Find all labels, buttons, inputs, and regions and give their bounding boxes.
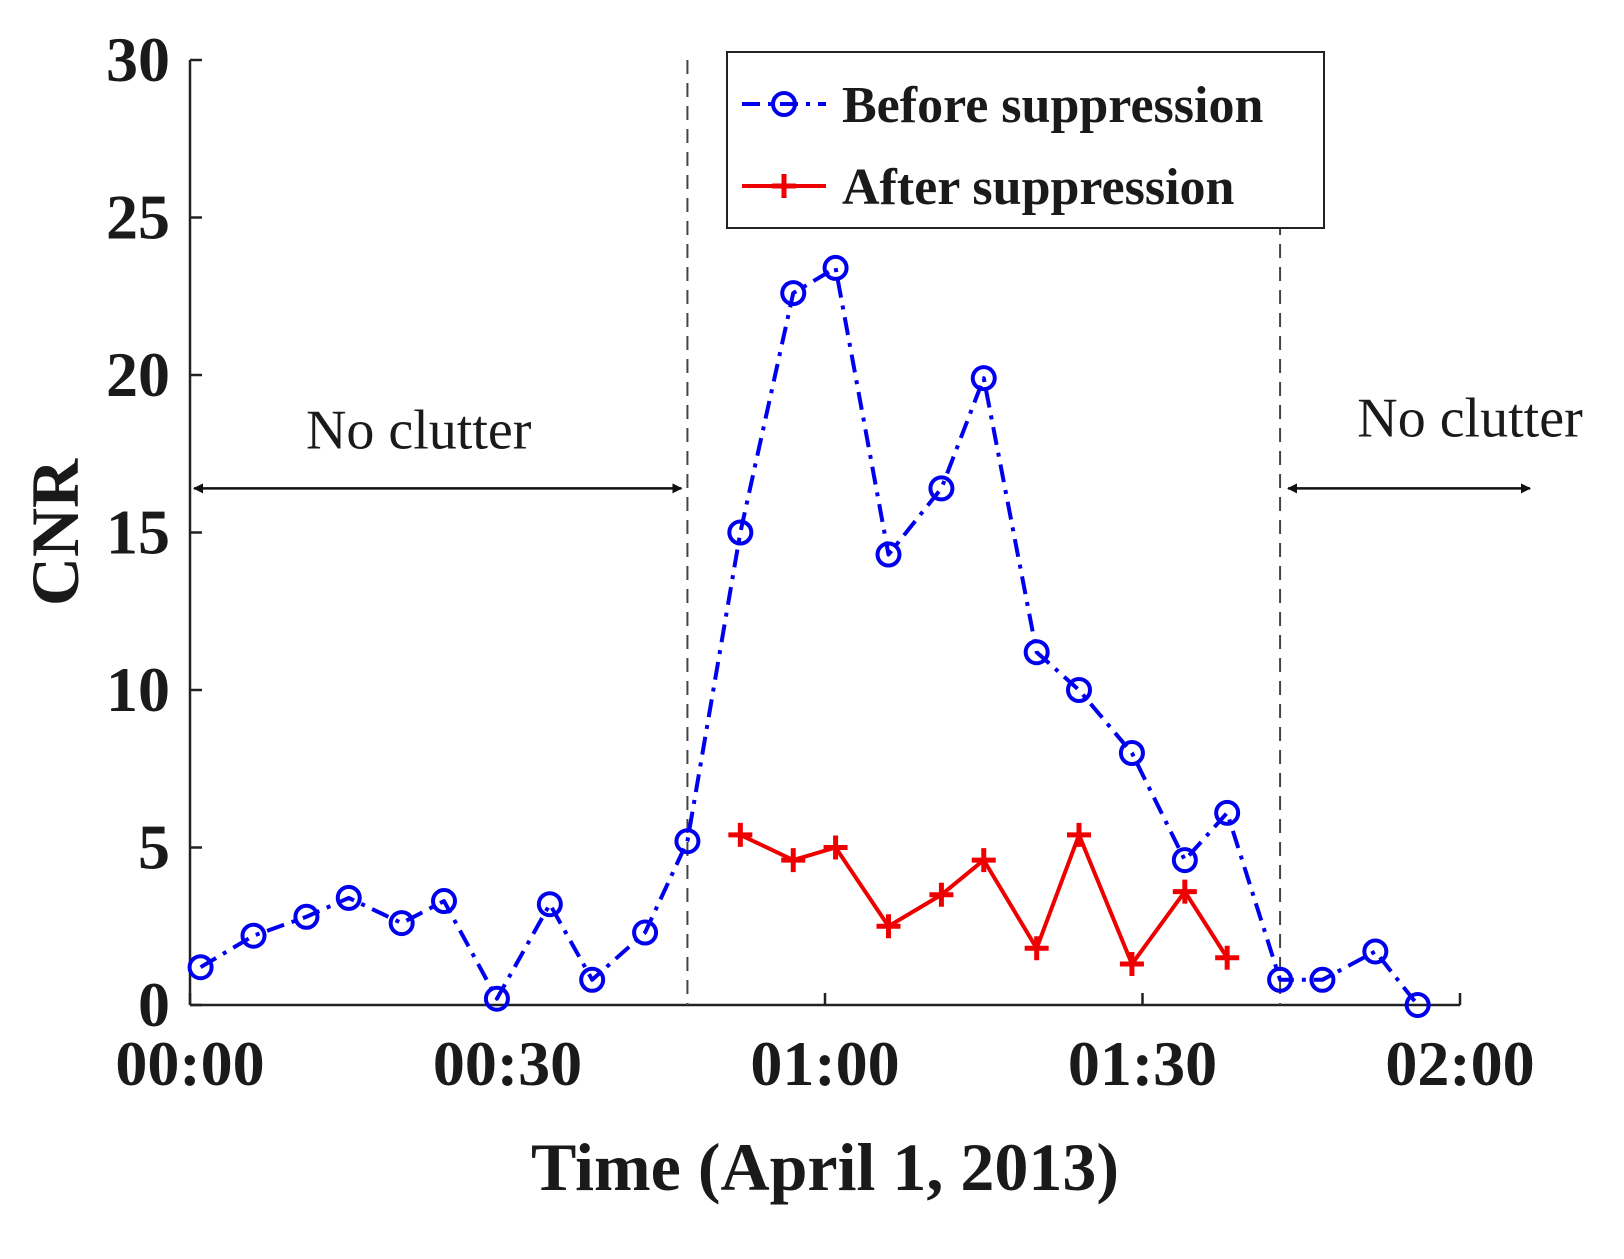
series-group: [187, 254, 1431, 1018]
data-point: [1119, 952, 1144, 977]
data-point: [240, 922, 267, 949]
legend-entry: Before suppression: [742, 77, 1263, 134]
no-clutter-label: No clutter: [1357, 387, 1583, 449]
y-tick-label: 15: [106, 497, 170, 568]
data-point: [781, 848, 806, 873]
data-point: [1214, 799, 1241, 826]
legend-box: [726, 51, 1325, 229]
legend-label: Before suppression: [842, 77, 1263, 134]
data-point: [1404, 992, 1431, 1018]
y-tick-label: 25: [106, 182, 170, 253]
legend-label: After suppression: [842, 159, 1235, 216]
y-tick-label: 0: [138, 969, 170, 1040]
data-point: [1024, 936, 1049, 961]
data-point: [1362, 938, 1389, 965]
data-point: [483, 985, 510, 1012]
data-point: [1309, 966, 1336, 993]
y-tick-label: 10: [106, 654, 170, 725]
data-point: [1215, 945, 1240, 970]
x-axis-title: Time (April 1, 2013): [531, 1129, 1119, 1205]
data-point: [674, 828, 701, 855]
data-point: [875, 541, 902, 568]
data-point: [293, 903, 320, 930]
y-axis-title: CNR: [17, 458, 93, 606]
annotations: No clutter No clutter: [193, 387, 1583, 494]
data-point: [579, 966, 606, 993]
no-clutter-label: No clutter: [306, 399, 532, 461]
data-point: [1172, 879, 1197, 904]
data-point: [728, 822, 753, 847]
data-point: [1171, 847, 1198, 874]
series-before-suppression: [187, 254, 1431, 1018]
x-tick-label: 01:00: [750, 1028, 899, 1099]
data-point: [1066, 677, 1092, 703]
x-tick-label: 00:30: [433, 1028, 582, 1099]
data-point: [1118, 740, 1145, 766]
data-point: [632, 919, 659, 946]
x-tick-label: 02:00: [1385, 1028, 1534, 1099]
data-point: [727, 519, 754, 546]
data-point: [970, 365, 997, 392]
y-tick-label: 30: [106, 24, 170, 95]
data-point: [335, 884, 362, 911]
y-tick-label: 5: [138, 812, 170, 883]
data-point: [823, 835, 848, 860]
data-point: [971, 848, 996, 873]
data-point: [431, 888, 457, 915]
data-point: [1023, 639, 1050, 666]
x-tick-label: 01:30: [1068, 1028, 1217, 1099]
series-after-suppression: [728, 822, 1240, 977]
axes: 0 5 10 15 20 25 30 00:00 00:30 01:00 01:30 02:00 Tim…: [17, 24, 1535, 1205]
y-tick-label: 20: [106, 339, 170, 410]
data-point: [822, 254, 849, 281]
data-point: [928, 475, 955, 502]
data-point: [876, 914, 901, 939]
data-point: [1067, 822, 1091, 847]
data-point: [388, 910, 415, 937]
x-tick-label: 00:00: [115, 1028, 264, 1099]
legend-entry: After suppression: [742, 159, 1235, 216]
data-point: [929, 882, 954, 907]
data-point: [536, 891, 563, 918]
legend-swatch-marker: [771, 91, 797, 117]
data-point: [1267, 966, 1294, 993]
data-point: [187, 954, 214, 981]
legend-swatch-marker: [772, 174, 796, 198]
data-point: [780, 280, 807, 307]
legend: Before suppression After suppression: [726, 51, 1325, 229]
reference-lines: [686, 60, 1282, 1005]
series-line: [199, 265, 1420, 1007]
